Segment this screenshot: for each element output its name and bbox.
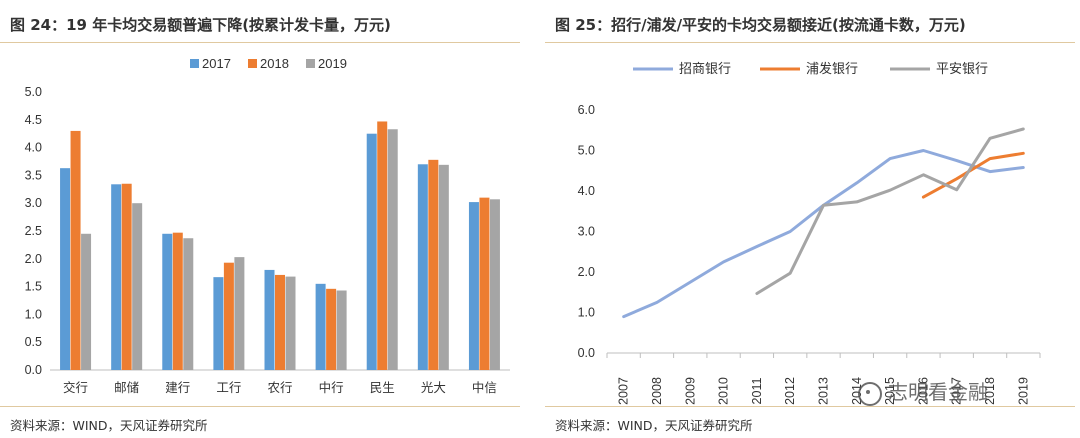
x-tick-label: 2007 — [617, 377, 631, 405]
y-tick-label: 0.0 — [25, 363, 42, 377]
bar-2018 — [428, 159, 439, 370]
y-tick-label: 5.0 — [578, 144, 595, 158]
series-line-浦发银行 — [921, 151, 1025, 199]
bar-2018 — [70, 130, 81, 370]
x-category-label: 工行 — [216, 380, 241, 395]
bar-2018 — [275, 274, 285, 370]
legend-label: 浦发银行 — [806, 61, 858, 77]
x-tick-label: 2011 — [750, 378, 764, 405]
x-tick-label: 2015 — [883, 377, 897, 405]
line-chart: 0.0 1.0 2.0 3.0 4.0 5.0 6.0 2007 2008 2009 2010 201… — [578, 61, 1041, 405]
wechat-watermark: 志明看金融 — [858, 376, 988, 406]
y-tick-label: 1.0 — [578, 306, 595, 320]
bar-2018 — [121, 183, 132, 370]
wechat-icon — [858, 381, 882, 406]
legend-label: 招商银行 — [679, 62, 731, 77]
legend-swatch-2019 — [306, 59, 315, 68]
bar-2017 — [366, 133, 377, 370]
bar-2017 — [315, 283, 326, 370]
y-tick-label: 2.0 — [578, 265, 595, 279]
legend-label: 2019 — [318, 56, 347, 71]
y-tick-label: 4.5 — [25, 113, 42, 127]
bar-2019 — [489, 199, 500, 370]
bar-2019 — [81, 233, 92, 370]
bar-2019 — [336, 290, 347, 370]
y-tick-label: 0.5 — [25, 335, 42, 349]
title-divider — [545, 42, 1075, 43]
bar-2017 — [264, 269, 275, 370]
x-category-label: 交行 — [63, 380, 88, 395]
bar-2018 — [377, 121, 388, 370]
legend-label: 2018 — [260, 56, 289, 71]
bar-2017 — [162, 233, 173, 370]
x-tick-label: 2010 — [717, 377, 731, 405]
x-category-label: 中行 — [319, 380, 344, 395]
bar-2019 — [132, 203, 143, 370]
bar-2017 — [417, 164, 428, 370]
y-tick-label: 1.0 — [25, 307, 42, 321]
source-divider — [545, 406, 1075, 407]
x-category-label: 邮储 — [114, 380, 139, 395]
bar-2019 — [234, 257, 245, 370]
x-category-label: 民生 — [370, 380, 395, 395]
line-chart-panel: 图 25：招行/浦发/平安的卡均交易额接近(按流通卡数，万元) 0.0 1.0 2.… — [545, 0, 1080, 438]
bar-2017 — [60, 168, 71, 370]
y-tick-label: 2.0 — [25, 252, 42, 266]
bar-2019 — [387, 129, 398, 370]
y-tick-label: 2.5 — [25, 224, 42, 238]
x-tick-label: 2009 — [683, 377, 697, 405]
legend-label: 2017 — [202, 56, 231, 71]
bar-2019 — [285, 276, 296, 370]
y-tick-label: 6.0 — [578, 103, 595, 117]
legend-swatch-2018 — [248, 59, 257, 68]
line-chart-source: 资料来源：WIND，天风证券研究所 — [555, 418, 753, 433]
x-tick-label: 2019 — [1016, 377, 1030, 405]
y-tick-label: 4.0 — [25, 141, 42, 155]
y-tick-label: 5.0 — [25, 85, 42, 99]
y-tick-label: 0.0 — [578, 346, 595, 360]
x-category-label: 中信 — [472, 380, 497, 395]
y-tick-label: 3.0 — [578, 225, 595, 239]
x-category-label: 建行 — [165, 380, 190, 395]
title-divider — [0, 42, 520, 43]
x-tick-label: 2016 — [916, 377, 930, 405]
x-tick-label: 2018 — [983, 377, 997, 405]
y-tick-label: 3.0 — [25, 196, 42, 210]
bar-2019 — [183, 238, 194, 370]
bar-chart-panel: 图 24：19 年卡均交易额普遍下降(按累计发卡量，万元) 0.0 0.5 1.0 1… — [0, 0, 530, 438]
bar-2019 — [438, 164, 449, 370]
series-line-平安银行 — [755, 127, 1025, 295]
x-category-label: 农行 — [267, 380, 292, 395]
bar-2018 — [479, 197, 490, 370]
bar-2017 — [111, 184, 122, 370]
watermark-text: 志明看金融 — [888, 380, 988, 404]
bar-chart-source: 资料来源：WIND，天风证券研究所 — [10, 418, 208, 433]
bar-2018 — [172, 232, 183, 370]
x-tick-label: 2012 — [783, 377, 797, 405]
legend-label: 平安银行 — [936, 62, 988, 77]
line-chart-title: 图 25：招行/浦发/平安的卡均交易额接近(按流通卡数，万元) — [555, 16, 966, 34]
y-tick-label: 1.5 — [25, 280, 42, 294]
y-tick-label: 4.0 — [578, 184, 595, 198]
legend-swatch-2017 — [190, 59, 199, 68]
source-divider — [0, 406, 520, 407]
bar-2017 — [213, 277, 224, 370]
x-category-label: 光大 — [421, 380, 446, 395]
x-tick-label: 2013 — [817, 377, 831, 405]
bar-2018 — [326, 288, 337, 370]
bar-chart: 0.0 0.5 1.0 1.5 2.0 2.5 3.0 3.5 4.0 4.5 5.0 交行 邮储 建行 工… — [25, 56, 510, 395]
x-tick-label: 2017 — [950, 377, 964, 405]
y-tick-label: 3.5 — [25, 168, 42, 182]
bar-2017 — [468, 202, 479, 370]
bar-chart-title: 图 24：19 年卡均交易额普遍下降(按累计发卡量，万元) — [10, 16, 391, 34]
bar-2018 — [223, 262, 234, 370]
x-tick-label: 2008 — [650, 377, 664, 405]
